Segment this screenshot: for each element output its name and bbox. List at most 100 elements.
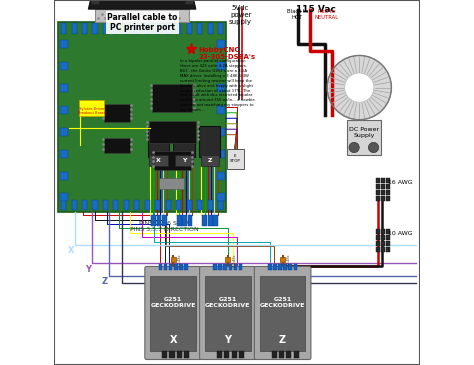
Text: HobbyCNC
23-305-DS8A's: HobbyCNC 23-305-DS8A's (199, 47, 256, 60)
Bar (182, 215, 187, 226)
Bar (164, 264, 167, 270)
Text: Y: Y (85, 265, 91, 274)
Bar (155, 200, 160, 210)
Bar (268, 264, 272, 270)
Bar (217, 150, 225, 158)
Text: 115 Vac: 115 Vac (295, 5, 336, 15)
Bar (224, 351, 229, 358)
Bar (217, 193, 225, 201)
Bar (134, 23, 139, 34)
Text: G251
GECKODRIVE: G251 GECKODRIVE (150, 297, 196, 308)
Circle shape (349, 142, 359, 153)
Bar (162, 215, 167, 226)
Bar (187, 23, 192, 34)
Bar (60, 128, 68, 136)
Text: Z: Z (279, 335, 286, 345)
Text: Y: Y (224, 335, 231, 345)
Bar (272, 351, 277, 358)
Bar (218, 23, 223, 34)
Bar (92, 23, 98, 34)
Bar (82, 23, 87, 34)
Bar (217, 106, 225, 114)
FancyBboxPatch shape (145, 266, 201, 360)
FancyBboxPatch shape (255, 266, 311, 360)
Bar (225, 257, 230, 262)
Bar (60, 193, 68, 201)
Text: Parallel cable to
PC printer port: Parallel cable to PC printer port (107, 13, 177, 32)
Bar (217, 84, 225, 92)
Bar (197, 23, 202, 34)
Bar (152, 84, 192, 112)
Bar (381, 229, 385, 234)
Bar (159, 178, 184, 189)
Bar (103, 200, 108, 210)
Bar (376, 196, 380, 201)
Bar (346, 120, 381, 155)
Bar (278, 264, 282, 270)
Bar (376, 190, 380, 195)
Bar (381, 178, 385, 183)
Text: X: X (68, 246, 75, 256)
Bar (239, 351, 244, 358)
Bar (188, 215, 192, 226)
Text: C-3.48c: C-3.48c (177, 253, 182, 267)
Text: 16 AWG: 16 AWG (389, 180, 413, 185)
Text: C-3.48c: C-3.48c (232, 253, 236, 267)
Bar (166, 200, 171, 210)
Bar (72, 23, 77, 34)
Bar (381, 184, 385, 189)
Bar (217, 351, 222, 358)
Bar (228, 264, 232, 270)
Bar (61, 23, 66, 34)
FancyBboxPatch shape (79, 100, 104, 116)
Bar (213, 215, 218, 226)
Bar (376, 229, 380, 234)
Bar (219, 264, 222, 270)
Bar (82, 200, 87, 210)
Bar (386, 247, 390, 252)
Text: 10 AWG: 10 AWG (389, 231, 413, 236)
Bar (208, 200, 213, 210)
Bar (104, 138, 130, 153)
Text: Z: Z (207, 158, 212, 163)
Bar (376, 247, 380, 252)
Bar (231, 351, 237, 358)
Text: In a bipolar parallel configuration
these are 425 oz/in 4.2A steppers.
BUT.. the: In a bipolar parallel configuration thes… (181, 59, 255, 112)
Bar (103, 23, 108, 34)
Bar (386, 190, 390, 195)
Ellipse shape (345, 73, 374, 102)
Bar (60, 106, 68, 114)
Bar (205, 276, 251, 351)
Bar (149, 155, 168, 166)
Bar (113, 23, 118, 34)
Bar (286, 351, 292, 358)
Bar (283, 264, 287, 270)
Bar (113, 200, 118, 210)
Bar (92, 200, 98, 210)
Bar (293, 351, 299, 358)
Bar (124, 200, 129, 210)
Bar (148, 121, 196, 143)
Bar (217, 62, 225, 70)
Text: Black to
HOT: Black to HOT (287, 9, 308, 20)
Bar (381, 241, 385, 246)
Bar (154, 151, 191, 170)
Bar (145, 200, 150, 210)
Bar (150, 276, 196, 351)
Bar (134, 200, 139, 210)
Bar (148, 126, 169, 157)
Polygon shape (88, 0, 196, 9)
Bar (381, 196, 385, 201)
Bar (273, 264, 277, 270)
Bar (177, 215, 182, 226)
Bar (217, 172, 225, 180)
Text: DC Power
Supply: DC Power Supply (349, 127, 379, 138)
Bar (234, 264, 237, 270)
Bar (376, 178, 380, 183)
Bar (60, 40, 68, 48)
Bar (376, 241, 380, 246)
Bar (72, 200, 77, 210)
Bar (91, 0, 99, 4)
Bar (381, 235, 385, 240)
Text: X: X (169, 335, 177, 345)
